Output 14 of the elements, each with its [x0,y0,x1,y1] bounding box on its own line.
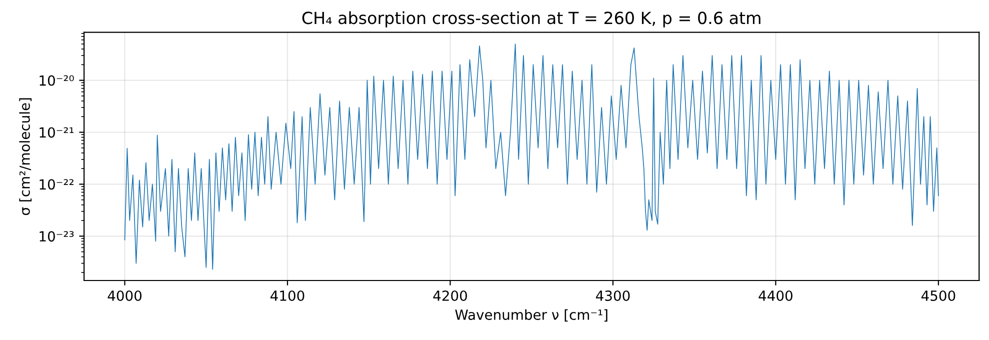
y-tick-label: 10⁻²² [40,179,74,190]
x-tick-label: 4500 [921,290,956,301]
chart-title: CH₄ absorption cross-section at T = 260 K, p = 0.6 atm [302,11,760,28]
y-axis-title: σ [cm²/molecule] [19,98,32,216]
y-tick-label: 10⁻²¹ [40,127,74,138]
y-tick-label: 10⁻²⁰ [40,75,74,86]
x-axis-title: Wavenumber ν [cm⁻¹] [455,309,608,322]
x-tick-label: 4300 [596,290,630,301]
x-tick-label: 4000 [108,290,142,301]
x-tick-label: 4200 [433,290,467,301]
line-series [124,44,939,270]
x-tick-label: 4100 [270,290,304,301]
y-tick-label: 10⁻²³ [40,231,74,242]
x-tick-label: 4400 [758,290,792,301]
